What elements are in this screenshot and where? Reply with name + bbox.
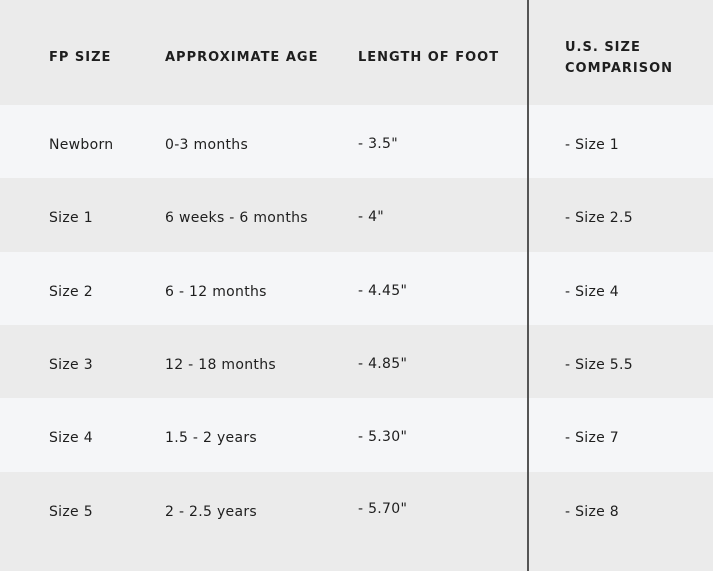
- table-row: Newborn 0-3 months - 3.5" - Size 1: [0, 105, 713, 178]
- header-us-size: U.S. SIZE: [565, 40, 641, 55]
- cell-approximate-age: 2 - 2.5 years: [165, 504, 258, 520]
- column-divider: [527, 0, 529, 571]
- cell-approximate-age: 6 weeks - 6 months: [165, 210, 308, 226]
- cell-length-of-foot: - 3.5": [358, 136, 399, 152]
- cell-length-of-foot: - 5.30": [358, 429, 408, 445]
- header-approximate-age: APPROXIMATE AGE: [165, 50, 319, 65]
- header-length-of-foot: LENGTH OF FOOT: [358, 50, 500, 65]
- cell-us-size: - Size 8: [565, 504, 619, 520]
- table-row: Size 4 1.5 - 2 years - 5.30" - Size 7: [0, 398, 713, 472]
- cell-us-size: - Size 4: [565, 284, 619, 300]
- cell-length-of-foot: - 5.70": [358, 501, 408, 517]
- cell-us-size: - Size 7: [565, 430, 619, 446]
- cell-approximate-age: 12 - 18 months: [165, 357, 276, 373]
- cell-length-of-foot: - 4.85": [358, 356, 408, 372]
- cell-fp-size: Size 1: [49, 210, 93, 226]
- cell-approximate-age: 1.5 - 2 years: [165, 430, 258, 446]
- table-header: FP SIZE APPROXIMATE AGE LENGTH OF FOOT U…: [0, 0, 713, 105]
- cell-fp-size: Size 4: [49, 430, 93, 446]
- cell-fp-size: Newborn: [49, 137, 114, 153]
- cell-length-of-foot: - 4": [358, 209, 385, 225]
- cell-approximate-age: 0-3 months: [165, 137, 249, 153]
- cell-fp-size: Size 2: [49, 284, 93, 300]
- cell-fp-size: Size 5: [49, 504, 93, 520]
- cell-length-of-foot: - 4.45": [358, 283, 408, 299]
- cell-approximate-age: 6 - 12 months: [165, 284, 267, 300]
- cell-us-size: - Size 1: [565, 137, 619, 153]
- table-row: Size 3 12 - 18 months - 4.85" - Size 5.5: [0, 325, 713, 398]
- cell-us-size: - Size 2.5: [565, 210, 633, 226]
- cell-fp-size: Size 3: [49, 357, 93, 373]
- table-row: Size 5 2 - 2.5 years - 5.70" - Size 8: [0, 472, 713, 571]
- table-row: Size 1 6 weeks - 6 months - 4" - Size 2.5: [0, 178, 713, 252]
- cell-us-size: - Size 5.5: [565, 357, 633, 373]
- table-row: Size 2 6 - 12 months - 4.45" - Size 4: [0, 252, 713, 325]
- header-fp-size: FP SIZE: [49, 50, 112, 65]
- header-comparison: COMPARISON: [565, 61, 674, 76]
